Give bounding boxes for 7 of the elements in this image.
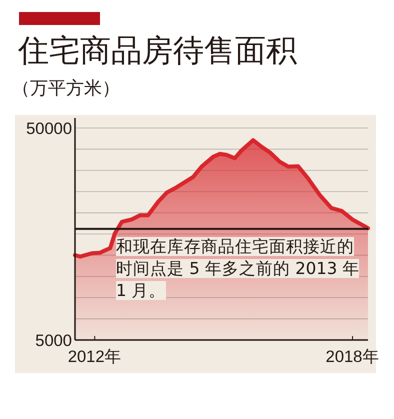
y-tick-label: 50000 [26,120,72,138]
annotation: 和现在库存商品住宅面积接近的时间点是 5 年多之前的 2013 年 1 月。 [116,237,360,300]
chart-subtitle: （万平方米） [12,77,120,100]
x-tick-label: 2012年 [68,348,122,366]
y-tick-label: 5000 [35,332,72,350]
chart-title: 住宅商品房待售面积 [18,32,297,71]
x-tick-label: 2018年 [326,348,380,366]
